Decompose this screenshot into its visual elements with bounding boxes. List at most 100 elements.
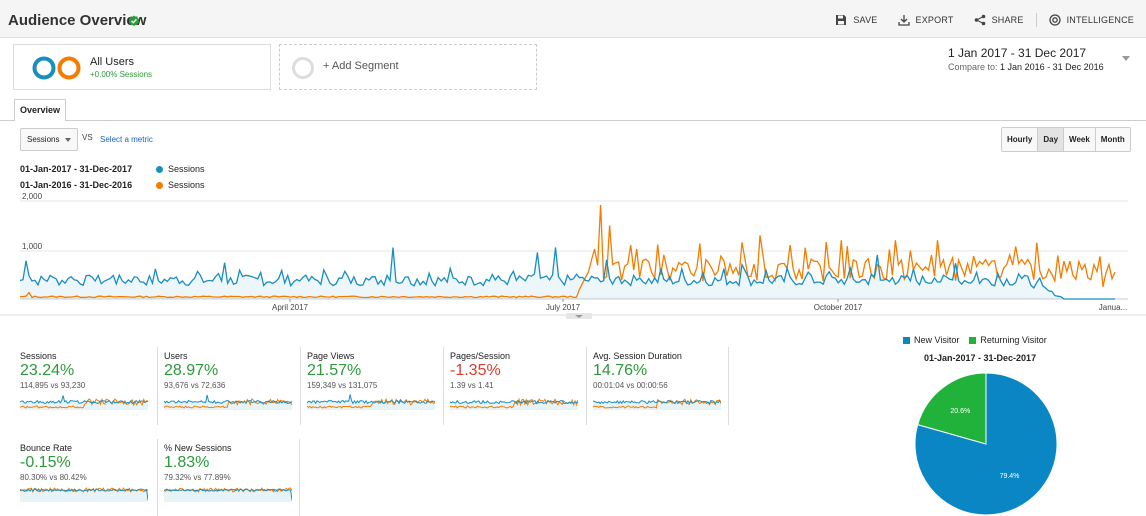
granularity-day[interactable]: Day (1038, 128, 1065, 151)
report-toolbar: SAVE EXPORT SHARE INTELLIGENCE (835, 13, 1134, 27)
select-metric-link[interactable]: Select a metric (100, 135, 153, 144)
pie-slice-returning-visitor[interactable] (917, 372, 987, 445)
tab-overview[interactable]: Overview (14, 99, 66, 121)
save-label: SAVE (853, 15, 878, 25)
legend-previous-name: Sessions (168, 180, 205, 190)
pie-legend-new: New Visitor (914, 335, 960, 345)
sparkline-current (593, 399, 721, 405)
kpi-avg-session-duration[interactable]: Avg. Session Duration 14.76% 00:01:04 vs… (586, 347, 729, 425)
kpi-sparkline (307, 394, 435, 410)
kpi-values: 00:01:04 vs 00:00:56 (593, 381, 668, 390)
compare-to: Compare to: 1 Jan 2016 - 31 Dec 2016 (948, 62, 1104, 72)
segment-title: All Users (90, 56, 135, 68)
pie-legend: New Visitor Returning Visitor (903, 335, 1047, 345)
kpi-label: Users (164, 351, 188, 361)
new-visitor-swatch-icon (903, 336, 910, 344)
share-button[interactable]: SHARE (974, 14, 1024, 26)
kpi-page-views[interactable]: Page Views 21.57% 159,349 vs 131,075 (300, 347, 436, 425)
legend-current-range: 01-Jan-2017 - 31-Dec-2017 (20, 164, 133, 174)
series-current-line (19, 247, 1115, 300)
intelligence-label: INTELLIGENCE (1066, 15, 1134, 25)
kpi-change: 21.57% (307, 362, 362, 379)
export-button[interactable]: EXPORT (897, 14, 954, 26)
sessions-line-chart[interactable]: 2,000 1,000 April 2017 July 2017 October… (0, 190, 1146, 320)
y-tick-2000: 2,000 (22, 192, 43, 201)
granularity-toggle: Hourly Day Week Month (1001, 127, 1131, 152)
share-label: SHARE (991, 15, 1024, 25)
kpi-label: % New Sessions (164, 443, 232, 453)
kpi-bounce-rate[interactable]: Bounce Rate -0.15% 80.30% vs 80.42% (14, 439, 150, 516)
kpi-label: Avg. Session Duration (593, 351, 682, 361)
toolbar-divider (1035, 13, 1037, 27)
compare-label: Compare to: (948, 62, 998, 72)
sparkline-previous (164, 398, 292, 409)
kpi-new-sessions[interactable]: % New Sessions 1.83% 79.32% vs 77.89% (157, 439, 300, 516)
granularity-week[interactable]: Week (1064, 128, 1096, 151)
sparkline-current (20, 488, 148, 501)
page-title: Audience Overview (8, 12, 147, 29)
export-label: EXPORT (915, 15, 954, 25)
date-range[interactable]: 1 Jan 2017 - 31 Dec 2017 (948, 46, 1087, 60)
intelligence-button[interactable]: INTELLIGENCE (1048, 14, 1134, 26)
sparkline-current (164, 488, 292, 501)
tab-divider (0, 120, 1146, 121)
chevron-down-icon (575, 315, 583, 318)
x-tick-july: July 2017 (546, 303, 581, 312)
sparkline-current (450, 399, 578, 405)
kpi-pages-per-session[interactable]: Pages/Session -1.35% 1.39 vs 1.41 (443, 347, 579, 425)
kpi-change: -1.35% (450, 362, 501, 379)
metric-select-value: Sessions (27, 135, 60, 144)
kpi-change: -0.15% (20, 454, 71, 471)
kpi-values: 79.32% vs 77.89% (164, 473, 231, 482)
kpi-sparkline (450, 397, 578, 410)
pie-title: 01-Jan-2017 - 31-Dec-2017 (924, 353, 1037, 363)
sparkline-previous (20, 397, 148, 409)
series-current-area (20, 247, 1115, 299)
segment-circles-icon (32, 56, 81, 80)
kpi-label: Page Views (307, 351, 355, 361)
kpi-label: Bounce Rate (20, 443, 73, 453)
kpi-users[interactable]: Users 28.97% 93,676 vs 72,636 (157, 347, 293, 425)
sparkline-area (20, 489, 148, 502)
add-segment-label: + Add Segment (323, 60, 399, 72)
legend-previous: 01-Jan-2016 - 31-Dec-2016 Sessions (20, 180, 205, 190)
add-segment-button[interactable]: + Add Segment (279, 44, 537, 90)
segment-all-users[interactable]: All Users +0.00% Sessions (13, 44, 271, 90)
kpi-values: 80.30% vs 80.42% (20, 473, 87, 482)
sparkline-current (307, 394, 435, 405)
x-tick-january: Janua... (1099, 303, 1127, 312)
series-previous-line (19, 204, 1116, 299)
legend-current-name: Sessions (168, 164, 205, 174)
legend-current: 01-Jan-2017 - 31-Dec-2017 Sessions (20, 164, 205, 174)
segment-subtitle: +0.00% Sessions (90, 70, 153, 79)
kpi-sessions[interactable]: Sessions 23.24% 114,895 vs 93,230 (14, 347, 150, 425)
kpi-values: 159,349 vs 131,075 (307, 381, 378, 390)
kpi-label: Pages/Session (450, 351, 511, 361)
kpi-change: 23.24% (20, 362, 75, 379)
granularity-hourly[interactable]: Hourly (1002, 128, 1039, 151)
pie-legend-returning: Returning Visitor (980, 335, 1047, 345)
kpi-values: 93,676 vs 72,636 (164, 381, 226, 390)
legend-previous-dot-icon (156, 181, 163, 189)
save-icon (836, 15, 847, 25)
verified-check-icon (128, 15, 140, 27)
kpi-change: 14.76% (593, 362, 648, 379)
date-dropdown-caret-icon[interactable] (1122, 56, 1130, 61)
metric-select[interactable]: Sessions (20, 128, 78, 151)
sparkline-previous (450, 397, 578, 409)
legend-current-dot-icon (156, 165, 163, 173)
save-button[interactable]: SAVE (835, 14, 877, 26)
sparkline-area (164, 489, 292, 502)
sparkline-current (164, 394, 292, 405)
kpi-values: 114,895 vs 93,230 (20, 381, 86, 390)
export-icon (897, 15, 910, 26)
y-tick-1000: 1,000 (22, 242, 43, 251)
sparkline-area (20, 395, 148, 410)
sparkline-previous (307, 397, 435, 409)
sparkline-previous (593, 398, 721, 409)
kpi-sparkline (593, 398, 721, 410)
visitor-pie-chart[interactable]: 79.4% 20.6% (914, 372, 1058, 516)
vs-label: VS (82, 133, 93, 142)
granularity-month[interactable]: Month (1095, 128, 1130, 151)
kpi-divider (728, 347, 729, 425)
